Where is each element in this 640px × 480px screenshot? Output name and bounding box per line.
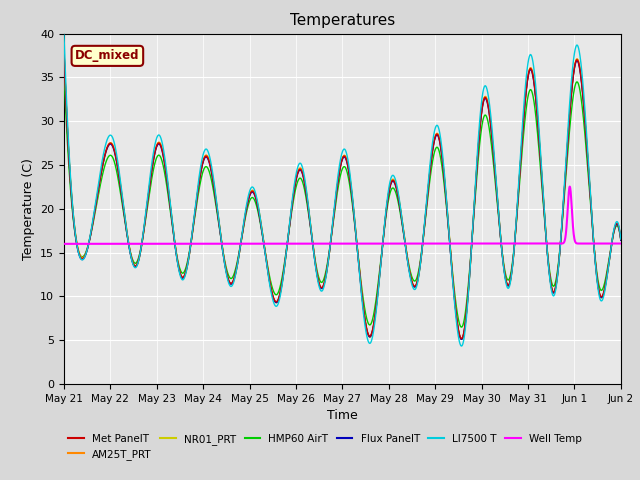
Y-axis label: Temperature (C): Temperature (C)	[22, 158, 35, 260]
Legend: Met PanelT, AM25T_PRT, NR01_PRT, HMP60 AirT, Flux PanelT, LI7500 T, Well Temp: Met PanelT, AM25T_PRT, NR01_PRT, HMP60 A…	[64, 430, 586, 464]
X-axis label: Time: Time	[327, 409, 358, 422]
Text: DC_mixed: DC_mixed	[75, 49, 140, 62]
Title: Temperatures: Temperatures	[290, 13, 395, 28]
